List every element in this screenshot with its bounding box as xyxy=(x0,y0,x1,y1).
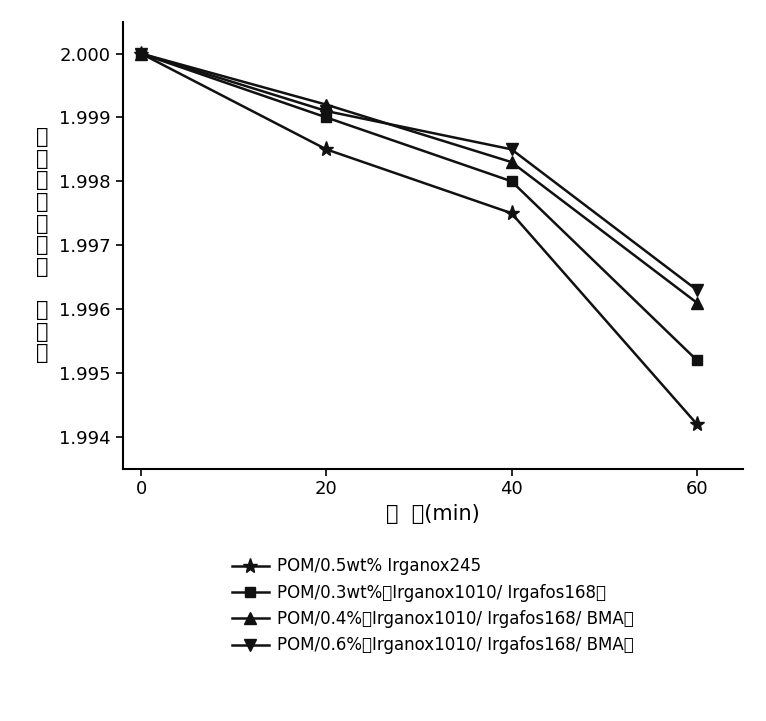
Text: 剩
余
质
量
百
分
比
 
的
对
数: 剩 余 质 量 百 分 比 的 对 数 xyxy=(36,127,48,363)
Legend: POM/0.5wt% Irganox245, POM/0.3wt%（Irganox1010/ Irgafos168）, POM/0.4%（Irganox1010: POM/0.5wt% Irganox245, POM/0.3wt%（Irgano… xyxy=(232,557,633,655)
X-axis label: 时  间(min): 时 间(min) xyxy=(386,504,480,524)
